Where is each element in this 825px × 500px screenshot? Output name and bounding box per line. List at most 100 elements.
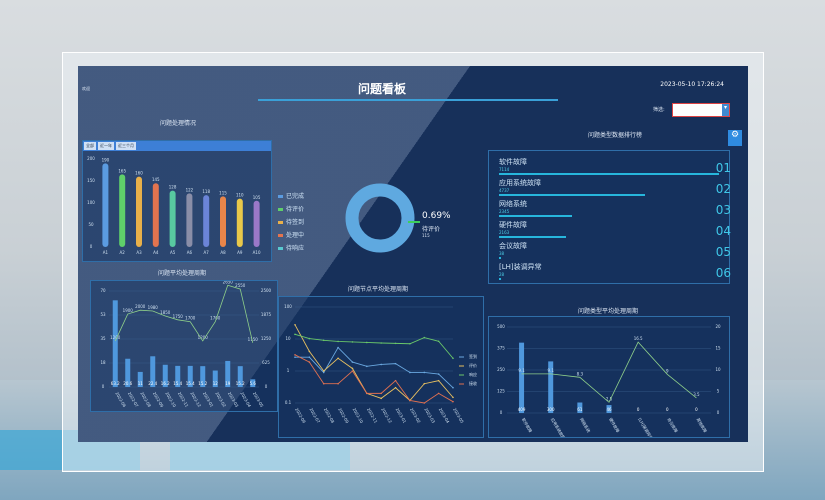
- data-point: [423, 402, 426, 404]
- line-value-label: 1750: [173, 314, 184, 319]
- data-point: [308, 361, 311, 363]
- bar: [125, 358, 131, 387]
- line-value-label: 9.1: [548, 368, 555, 373]
- line-value-label: 2000: [135, 304, 146, 309]
- bar: [102, 163, 109, 247]
- type-cycle-box: 0 0 125 5 250 10 375 15 500 20 409 9.1 软件故障 300 9.1 应用系…: [488, 316, 730, 441]
- data-point: [351, 341, 354, 343]
- line-value-label: 1200: [110, 335, 121, 340]
- y-left-tick-label: 53: [100, 312, 106, 317]
- y-right-tick-label: 0: [265, 384, 268, 389]
- x-tick-label: A10: [253, 250, 261, 255]
- x-tick-label: 2022-12: [189, 391, 202, 408]
- bar: [169, 190, 176, 247]
- tab-year[interactable]: 近一年: [98, 142, 114, 150]
- x-tick-label: 2022-08: [323, 407, 336, 424]
- dashboard-panel: 问题看板 欢迎 2023-05-10 17:26:24 筛选: ▾ ⚙ 问题处理…: [78, 66, 748, 442]
- bar-value-label: 0: [695, 407, 698, 412]
- y-left-tick-label: 18: [100, 360, 106, 365]
- x-tick-label: A3: [136, 250, 142, 255]
- legend-item[interactable]: 处理中: [278, 230, 304, 239]
- data-point: [322, 371, 325, 374]
- y-right-tick-label: 10: [715, 367, 721, 372]
- data-point: [366, 341, 368, 344]
- data-point: [351, 370, 354, 372]
- x-tick-label: A1: [103, 250, 109, 255]
- ranking-name: 网络系统: [499, 200, 527, 208]
- data-point: [423, 371, 426, 374]
- ranking-item: 软件故障 7114 01: [499, 157, 731, 175]
- ranking-number: 01: [715, 161, 731, 175]
- line-series: [294, 324, 454, 402]
- data-point: [308, 356, 311, 358]
- donut-ring: [345, 183, 415, 253]
- x-tick-label: 2023-03: [227, 391, 240, 408]
- y-left-tick-label: 250: [497, 367, 505, 372]
- x-tick-label: 软件故障: [521, 417, 534, 434]
- bar: [220, 196, 226, 247]
- data-point: [452, 400, 454, 403]
- data-point: [394, 379, 397, 382]
- ranking-bar: [499, 278, 501, 280]
- section-title-ranking: 问题类型数据排行榜: [588, 132, 643, 139]
- gear-icon[interactable]: ⚙: [728, 130, 742, 146]
- ranking-number: 06: [715, 266, 731, 280]
- data-point: [294, 323, 296, 326]
- bar-value-label: 409: [518, 407, 526, 412]
- bar-value-label: 300: [547, 407, 555, 412]
- data-point: [294, 333, 296, 336]
- y-tick-label: 0: [90, 244, 93, 249]
- y-right-tick-label: 20: [715, 324, 721, 329]
- tab-all[interactable]: 全部: [84, 142, 96, 150]
- bar: [203, 195, 210, 247]
- x-tick-label: A4: [153, 250, 159, 255]
- legend-item[interactable]: 已完成: [278, 191, 304, 200]
- ranking-name: 硬件故障: [499, 221, 527, 229]
- bar: [187, 365, 193, 387]
- tab-3months[interactable]: 近三个月: [116, 142, 136, 150]
- legend-label: 签到: [469, 353, 477, 359]
- y-right-tick-label: 1875: [261, 312, 272, 317]
- y-left-tick-label: 70: [100, 288, 106, 293]
- data-point: [452, 357, 454, 360]
- data-point: [452, 386, 454, 389]
- legend-label: 评价: [469, 362, 477, 368]
- bar-value-label: 15.4: [173, 381, 182, 386]
- x-tick-label: A9: [237, 250, 243, 255]
- legend-label: 接收: [469, 380, 477, 386]
- legend-swatch: [278, 234, 283, 237]
- bar-value-label: 15.2: [236, 381, 245, 386]
- ranking-number: 03: [715, 203, 731, 217]
- line-series: [294, 354, 454, 404]
- y-tick-label: 0.1: [285, 400, 292, 405]
- ranking-item: 会议故障 38 05: [499, 241, 731, 259]
- avg-cycle-box: 0 0 18 625 35 1250 53 1875 70 2500 63.2 1200 2022-06…: [90, 279, 278, 412]
- data-point: [351, 367, 354, 370]
- status-tabs: 全部 近一年 近三个月: [83, 141, 271, 151]
- data-point: [380, 342, 382, 344]
- ranking-number: 05: [715, 245, 731, 259]
- ranking-value: 28: [499, 272, 505, 277]
- section-title-type-cycle: 问题类型平均处理周期: [578, 308, 639, 315]
- line-value-label: 1200: [198, 335, 209, 340]
- user-label: 欢迎: [82, 86, 90, 91]
- legend-item[interactable]: 待评价: [278, 204, 304, 213]
- bar: [606, 405, 612, 413]
- bar-value-label: 63.2: [111, 381, 120, 386]
- legend-item[interactable]: 待签到: [278, 217, 304, 226]
- data-point: [337, 340, 339, 343]
- ranking-bar: [499, 215, 572, 217]
- data-point: [294, 356, 296, 358]
- data-point: [322, 370, 325, 372]
- line-value-label: 1850: [160, 310, 171, 315]
- legend-item[interactable]: 待响应: [278, 243, 304, 252]
- bar-value-label: 12: [213, 381, 219, 386]
- bar-value-label: 128: [169, 185, 177, 190]
- bar-value-label: 15.2: [198, 381, 207, 386]
- x-tick-label: 2023-02: [409, 407, 422, 424]
- legend-swatch: [278, 247, 283, 250]
- filter-select[interactable]: ▾: [672, 103, 730, 117]
- bar-value-label: 122: [186, 187, 194, 192]
- bar: [548, 361, 554, 413]
